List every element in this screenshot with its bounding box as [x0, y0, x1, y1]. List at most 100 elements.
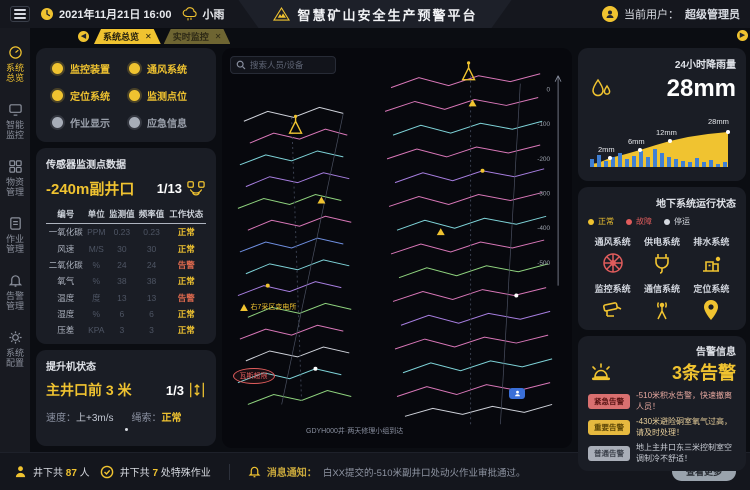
toggle-label: 监测点位: [147, 91, 187, 103]
col-header: 频率值: [136, 206, 167, 224]
toggle-ventilation[interactable]: 通风系统: [129, 61, 206, 76]
sidebar-label: 物资管理: [5, 177, 24, 197]
mine-logo-icon: [272, 6, 290, 22]
weather-rain-icon: [182, 7, 197, 21]
alarm-text: -430米避险硐室氧气过高，请及时处理！: [636, 417, 733, 437]
tab-close-icon[interactable]: ✕: [145, 32, 152, 41]
search-box[interactable]: [230, 56, 336, 74]
sensor-table[interactable]: 编号 单位 监测值 频率值 工作状态 一氧化碳 PPM 0.23 0.23 正常 风速 M…: [46, 206, 206, 339]
system-communication[interactable]: 通信系统: [637, 282, 686, 322]
datetime: 2021年11月21日 16:00: [40, 6, 172, 22]
gas-alarm-tag[interactable]: 瓦斯超限: [232, 368, 275, 384]
monitor-icon: [8, 104, 22, 116]
alarm-item[interactable]: 紧急告警 -510米积水告警，快速撤离人员！: [588, 390, 736, 412]
sidebar-label: 系统配置: [5, 348, 24, 368]
alarm-text: -510米积水告警，快速撤离人员！: [636, 391, 733, 411]
sensor-pager: 1/13: [156, 181, 182, 196]
app-title: 智慧矿山安全生产预警平台: [297, 7, 478, 23]
alarm-badge: 重要告警: [588, 419, 630, 435]
person-icon: [514, 390, 520, 397]
table-row: 湿度% 6 6 正常: [57, 309, 195, 320]
alarm-item[interactable]: 重要告警 -430米避险硐室氧气过高，请及时处理！: [588, 416, 736, 438]
sensor-location: -240m副井口: [46, 181, 135, 198]
notice-text: 白XX提交的-510米副井口处动火作业审批通过。: [322, 467, 526, 479]
user-name: 超级管理员: [685, 9, 740, 21]
sidebar-label: 作业管理: [5, 234, 24, 254]
hoist-rope: 绳索：正常: [131, 413, 182, 424]
tab-label: 系统总览: [103, 32, 140, 42]
sidebar-nav: 系统总览 智能监控 物资管理 作业管理 告警管理 系统配置: [0, 28, 30, 452]
table-row: 温度度 13 13 告警: [57, 292, 195, 303]
system-monitoring[interactable]: 监控系统: [588, 282, 637, 322]
toggle-sensor-points[interactable]: 监测点位: [129, 88, 206, 103]
person-marker[interactable]: [509, 388, 525, 399]
toggle-label: 作业显示: [70, 118, 110, 130]
hoist-location: 主井口前 3 米: [46, 382, 132, 398]
layer-toggle-panel: 监控装置 通风系统 定位系统 监测点位 作业显示 应急信息: [36, 48, 216, 142]
pagination-dot[interactable]: [124, 428, 128, 431]
tab-scroll-left-icon[interactable]: ◀: [78, 31, 89, 42]
substation-tag[interactable]: 右7采区变电所: [239, 302, 296, 312]
toggle-monitor-devices[interactable]: 监控装置: [52, 61, 129, 76]
sidebar-item-alarms[interactable]: 告警管理: [0, 264, 30, 321]
panel-title: 提升机状态: [46, 362, 96, 373]
raindrop-icon: [592, 78, 611, 97]
tab-label: 实时监控: [172, 32, 209, 42]
toggle-positioning[interactable]: 定位系统: [52, 88, 129, 103]
plug-icon: [655, 254, 669, 274]
notice-label: 消息通知：: [266, 468, 317, 479]
sidebar-item-settings[interactable]: 系统配置: [0, 321, 30, 378]
system-ventilation[interactable]: 通风系统: [588, 235, 637, 275]
panel-title: 地下系统运行状态: [656, 199, 736, 210]
gear-icon: [8, 331, 22, 344]
toggle-emergency-info[interactable]: 应急信息: [129, 115, 206, 130]
ruler-label: -300: [537, 191, 550, 198]
bell-icon: [248, 466, 261, 478]
sidebar-item-monitoring[interactable]: 智能监控: [0, 93, 30, 150]
table-row: 压差 KPA 3 3 正常: [57, 325, 195, 336]
map-caption: GDYH000井·两天修理小组到达: [306, 428, 404, 435]
ruler-label: -100: [537, 121, 550, 128]
badge-check-icon: [100, 465, 113, 478]
toggle-label: 监控装置: [70, 64, 110, 76]
tab-overview[interactable]: 系统总览 ✕: [94, 29, 161, 44]
table-row: 氧气% 38 38 正常: [57, 276, 195, 287]
hoist-icon: [190, 382, 204, 398]
sidebar-item-jobs[interactable]: 作业管理: [0, 207, 30, 264]
tab-strip: ◀ 系统总览 ✕ 实时监控 ✕: [78, 29, 230, 44]
tab-scroll-right-icon[interactable]: ▶: [737, 30, 748, 41]
underground-systems-panel: 地下系统运行状态 正常 故障 停运 通风系统 供电系统: [578, 187, 746, 330]
search-input[interactable]: [250, 60, 330, 70]
status-legend: 正常 故障 停运: [588, 216, 736, 227]
tab-close-icon[interactable]: ✕: [214, 32, 222, 41]
sidebar-label: 告警管理: [5, 291, 24, 311]
tab-realtime[interactable]: 实时监控 ✕: [164, 29, 231, 44]
system-power[interactable]: 供电系统: [637, 235, 686, 275]
person-icon: [15, 466, 26, 478]
elevation-ruler: [554, 75, 562, 286]
rain-point-label: 12mm: [656, 128, 677, 137]
sidebar-label: 智能监控: [5, 120, 24, 140]
hoist-speed: 速度：上+3m/s: [46, 413, 114, 424]
weather-text: 小雨: [202, 9, 225, 21]
sidebar-label: 系统总览: [5, 63, 24, 83]
system-drainage[interactable]: 排水系统: [687, 235, 736, 275]
current-user[interactable]: 当前用户： 超级管理员: [602, 6, 740, 22]
toggle-job-display[interactable]: 作业显示: [52, 115, 129, 130]
weather: 小雨: [182, 6, 225, 22]
sensor-icon: [187, 180, 205, 195]
alarm-item[interactable]: 普通告警 地上主井口东三米控制室空调制冷不舒适！: [588, 442, 736, 464]
alarm-badge: 普通告警: [588, 445, 630, 461]
system-positioning[interactable]: 定位系统: [687, 282, 736, 322]
antenna-icon: [657, 302, 667, 320]
alarm-badge: 紧急告警: [588, 393, 630, 409]
sidebar-item-materials[interactable]: 物资管理: [0, 150, 30, 207]
mine-3d-map[interactable]: 0 -100 -200 -300 -400 -500 瓦斯超限 右7采区变电所 …: [222, 48, 572, 448]
col-header: 单位: [85, 206, 108, 224]
table-row: 风速 M/S 30 30 正常: [57, 243, 195, 254]
sidebar-item-overview[interactable]: 系统总览: [0, 36, 30, 93]
menu-toggle-icon[interactable]: [10, 6, 30, 22]
user-prefix: 当前用户：: [624, 9, 679, 21]
ruler-label: -400: [537, 225, 550, 232]
ruler-label: 0: [547, 87, 551, 94]
